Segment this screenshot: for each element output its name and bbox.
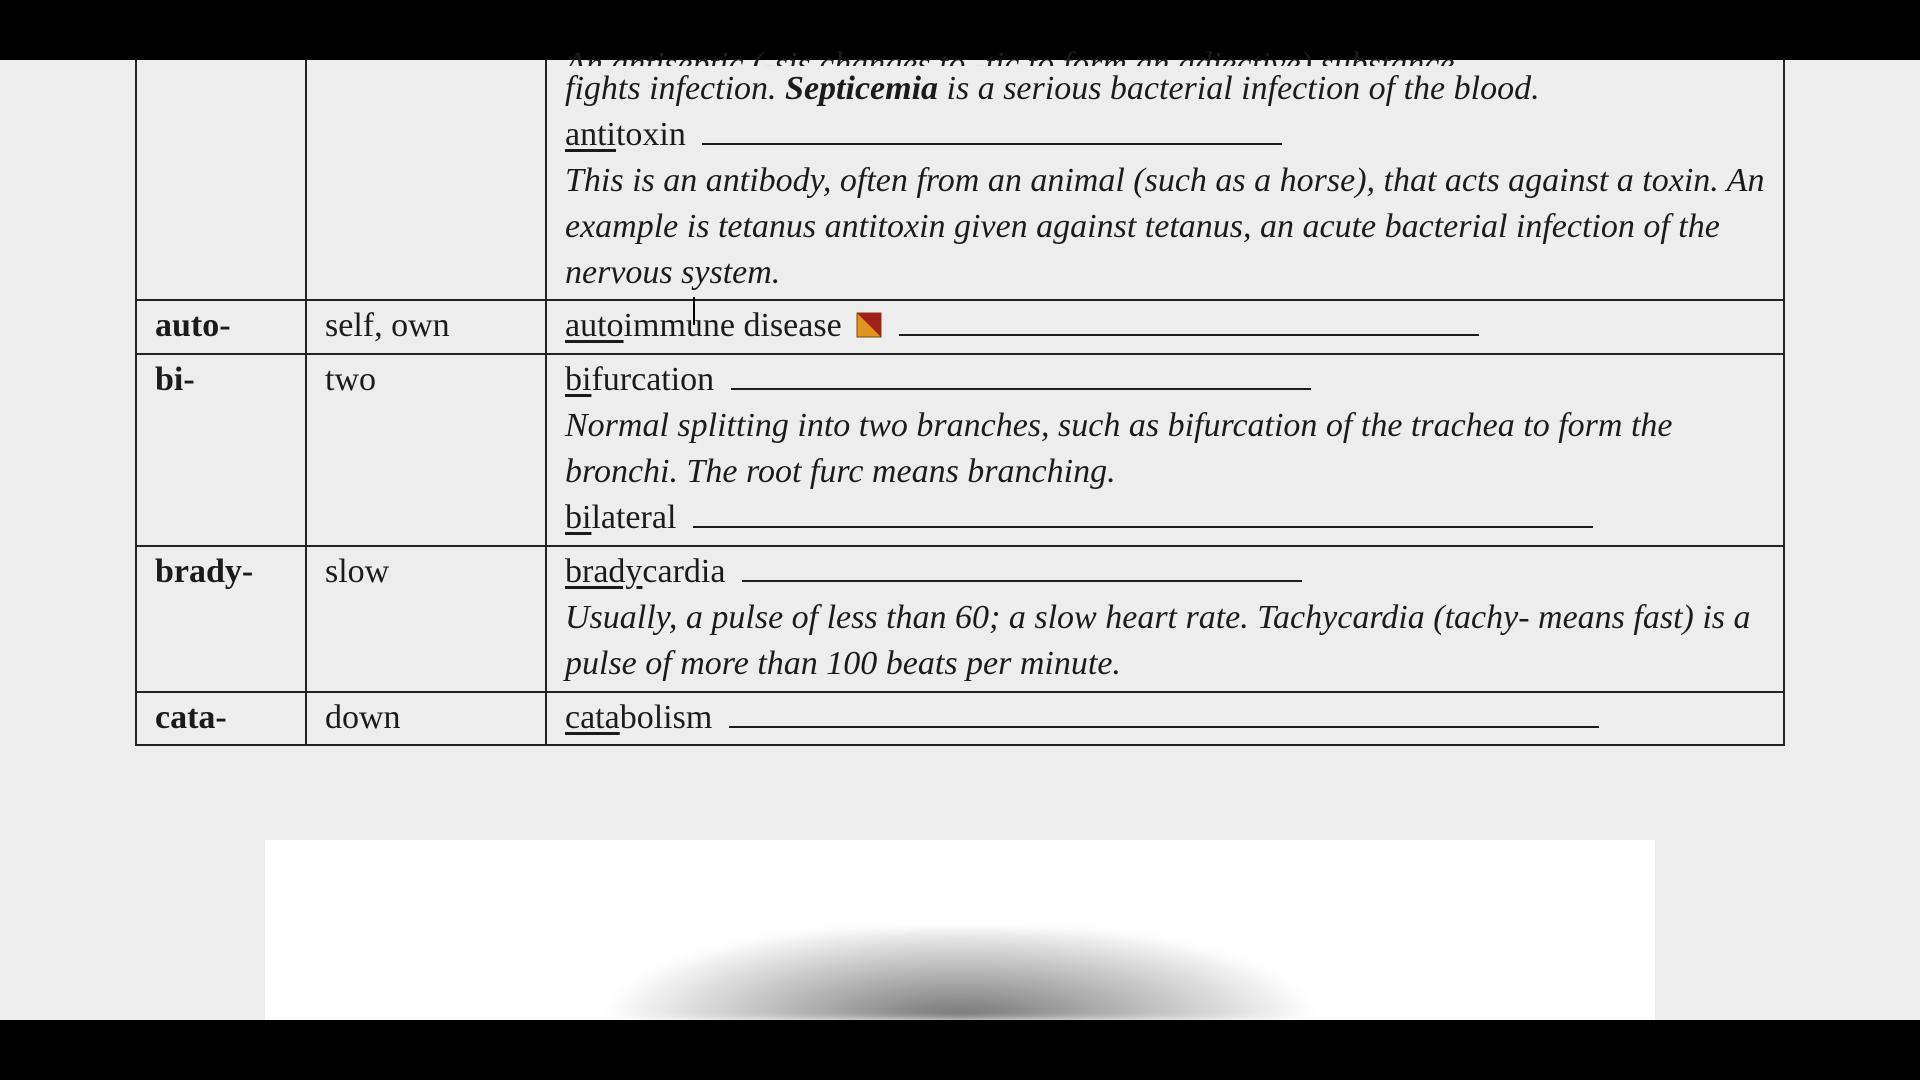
term-prefix-underlined: bi (565, 361, 591, 398)
definition-cell: bradycardia Usually, a pulse of less tha… (546, 546, 1784, 692)
term-rest: immune disease (624, 307, 842, 344)
prefix-cell: cata- (136, 692, 306, 746)
table-row: cata- down catabolism (136, 692, 1784, 746)
explanation-text: This is an antibody, often from an anima… (565, 158, 1773, 296)
prefix-cell: brady- (136, 546, 306, 692)
letterbox-bottom (0, 1020, 1920, 1080)
explanation-text: Normal splitting into two branches, such… (565, 403, 1773, 495)
term-rest: bolism (620, 699, 713, 736)
term-rest: furcation (591, 361, 714, 398)
term-line: antitoxin (565, 112, 1773, 158)
fill-blank[interactable] (702, 116, 1282, 145)
fill-blank[interactable] (899, 308, 1479, 337)
term-line: bradycardia (565, 549, 1773, 595)
definition-cell: catabolism (546, 692, 1784, 746)
fill-blank[interactable] (731, 361, 1311, 390)
explain-bold: Septicemia (785, 70, 938, 107)
prefix-cell: bi- (136, 354, 306, 546)
prefix-cell: auto- (136, 300, 306, 354)
explanation-text: Usually, a pulse of less than 60; a slow… (565, 595, 1773, 687)
term-line: bilateral (565, 495, 1773, 541)
page-shadow (495, 930, 1425, 1020)
term: antitoxin (565, 116, 686, 153)
term: bradycardia (565, 553, 725, 590)
cutoff-line: An antiseptic (-sis changes to -tic to f… (565, 48, 1773, 66)
term-prefix-underlined: auto (565, 307, 624, 344)
explain-post: is a serious bacterial infection of the … (938, 70, 1540, 107)
meaning-cell (306, 60, 546, 300)
document-page: An antiseptic (-sis changes to -tic to f… (135, 60, 1785, 1020)
term-rest: cardia (642, 553, 725, 590)
term-rest: lateral (591, 499, 676, 536)
term-prefix-underlined: bi (565, 499, 591, 536)
fill-blank[interactable] (693, 499, 1593, 528)
term: autoimmune disease (565, 307, 842, 344)
table-row: brady- slow bradycardia Usually, a pulse… (136, 546, 1784, 692)
explain-pre: fights infection. (565, 70, 785, 107)
term-prefix-underlined: brady (565, 553, 642, 590)
definition-cell: An antiseptic (-sis changes to -tic to f… (546, 60, 1784, 300)
prefix-cell (136, 60, 306, 300)
meaning-cell: two (306, 354, 546, 546)
media-badge-icon[interactable] (856, 305, 882, 331)
fill-blank[interactable] (729, 699, 1599, 728)
table-row: An antiseptic (-sis changes to -tic to f… (136, 60, 1784, 300)
definition-cell: autoimmune disease (546, 300, 1784, 354)
term: bilateral (565, 499, 676, 536)
meaning-cell: self, own (306, 300, 546, 354)
term: catabolism (565, 699, 712, 736)
page-background: An antiseptic (-sis changes to -tic to f… (0, 60, 1920, 1020)
meaning-cell: slow (306, 546, 546, 692)
term-line: bifurcation (565, 357, 1773, 403)
term-prefix-underlined: anti (565, 116, 616, 153)
definition-cell: bifurcation Normal splitting into two br… (546, 354, 1784, 546)
term-rest: toxin (616, 116, 686, 153)
page-footer-area (135, 780, 1785, 1020)
meaning-cell: down (306, 692, 546, 746)
fill-blank[interactable] (742, 553, 1302, 582)
table-row: auto- self, own autoimmune disease (136, 300, 1784, 354)
prefix-table: An antiseptic (-sis changes to -tic to f… (135, 60, 1785, 746)
table-row: bi- two bifurcation Normal splitting int… (136, 354, 1784, 546)
term-prefix-underlined: cata (565, 699, 620, 736)
term-line: catabolism (565, 695, 1773, 741)
text-cursor (693, 297, 695, 325)
explanation-text: fights infection. Septicemia is a seriou… (565, 66, 1773, 112)
term-line: autoimmune disease (565, 303, 1773, 349)
term: bifurcation (565, 361, 714, 398)
